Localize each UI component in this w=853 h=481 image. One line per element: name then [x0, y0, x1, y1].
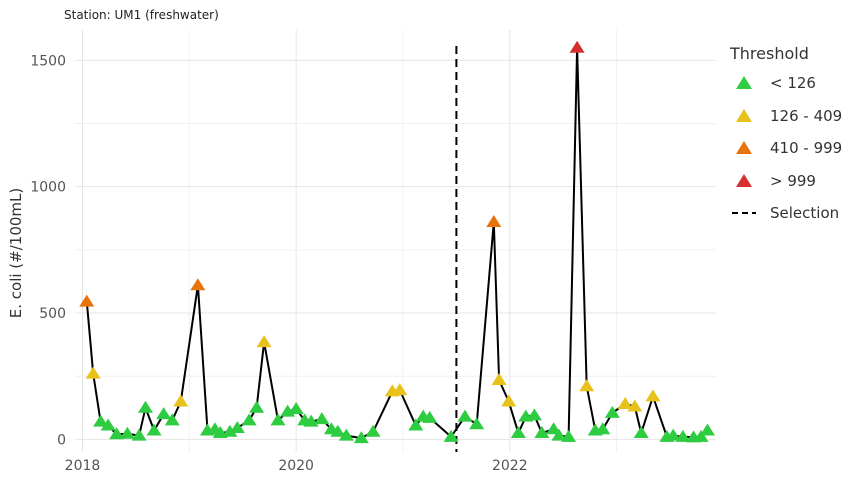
data-point-marker[interactable]: [249, 400, 265, 413]
data-point-marker[interactable]: [222, 424, 238, 437]
data-point-marker[interactable]: [164, 413, 180, 426]
data-point-marker[interactable]: [288, 402, 304, 415]
data-point-marker[interactable]: [241, 413, 257, 426]
x-tick-label: 2020: [278, 458, 314, 474]
x-tick-label: 2022: [492, 458, 528, 474]
data-point-marker[interactable]: [270, 413, 286, 426]
data-point-marker[interactable]: [457, 409, 473, 422]
grid-lines: [75, 30, 716, 452]
data-point-marker[interactable]: [579, 379, 595, 392]
legend-item: < 126: [730, 67, 850, 100]
data-point-marker[interactable]: [534, 426, 550, 439]
data-point-marker[interactable]: [551, 428, 567, 441]
dashed-line-icon: [730, 203, 758, 223]
data-point-marker[interactable]: [422, 410, 438, 423]
data-point-marker[interactable]: [338, 428, 354, 441]
y-tick-label: 0: [57, 432, 66, 448]
data-point-marker[interactable]: [131, 428, 147, 441]
data-point-marker[interactable]: [491, 372, 507, 385]
triangle-marker-icon: [730, 171, 758, 191]
triangle-marker-icon: [730, 138, 758, 158]
data-point-marker[interactable]: [93, 414, 109, 427]
chart-subtitle: Station: UM1 (freshwater): [64, 8, 219, 22]
data-point-marker[interactable]: [79, 294, 95, 307]
y-tick-label: 1000: [30, 180, 66, 196]
data-point-marker[interactable]: [617, 396, 633, 409]
data-point-marker[interactable]: [526, 408, 542, 421]
data-point-marker[interactable]: [699, 423, 715, 436]
data-point-marker[interactable]: [627, 399, 643, 412]
data-point-marker[interactable]: [229, 420, 245, 433]
data-point-marker[interactable]: [85, 366, 101, 379]
data-point-marker[interactable]: [392, 383, 408, 396]
data-point-marker[interactable]: [408, 418, 424, 431]
data-point-marker[interactable]: [365, 424, 381, 437]
data-point-marker[interactable]: [675, 429, 691, 442]
data-point-marker[interactable]: [595, 422, 611, 435]
data-point-marker[interactable]: [569, 40, 585, 53]
data-point-marker[interactable]: [173, 394, 189, 407]
data-point-marker[interactable]: [119, 426, 135, 439]
y-axis-label: E. coli (#/100mL): [7, 188, 25, 318]
data-point-marker[interactable]: [665, 428, 681, 441]
data-point-marker[interactable]: [604, 405, 620, 418]
data-point-marker[interactable]: [156, 407, 172, 420]
legend-item-label: 126 - 409: [770, 106, 843, 125]
legend: Threshold < 126 126 - 409 410 - 999 > 999 Se…: [730, 44, 850, 230]
data-point-marker[interactable]: [510, 426, 526, 439]
triangle-marker-icon: [730, 73, 758, 93]
legend-item-label: > 999: [770, 171, 816, 190]
legend-item-label: Selection: [770, 204, 840, 223]
data-point-marker[interactable]: [561, 429, 577, 442]
data-point-marker[interactable]: [109, 427, 125, 440]
legend-item: 126 - 409: [730, 100, 850, 133]
legend-item: Selection: [730, 197, 850, 230]
data-point-marker[interactable]: [353, 431, 369, 444]
legend-item-label: < 126: [770, 74, 816, 93]
data-point-marker[interactable]: [100, 418, 116, 431]
legend-item-label: 410 - 999: [770, 139, 843, 158]
x-tick-labels: 2018 2020 2022: [65, 458, 528, 474]
legend-item: > 999: [730, 165, 850, 198]
data-point-marker[interactable]: [190, 278, 206, 291]
triangle-marker-icon: [730, 106, 758, 126]
data-point-marker[interactable]: [138, 400, 154, 413]
data-point-marker[interactable]: [501, 394, 517, 407]
data-markers: [79, 40, 715, 444]
data-point-marker[interactable]: [469, 417, 485, 430]
series-line: [85, 47, 709, 440]
x-tick-label: 2018: [65, 458, 101, 474]
data-point-marker[interactable]: [486, 215, 502, 228]
data-point-marker[interactable]: [146, 423, 162, 436]
data-point-marker[interactable]: [330, 424, 346, 437]
legend-title: Threshold: [730, 44, 809, 63]
data-point-marker[interactable]: [645, 389, 661, 402]
data-point-marker[interactable]: [443, 429, 459, 442]
y-tick-label: 1500: [30, 53, 66, 69]
data-point-marker[interactable]: [314, 412, 330, 425]
data-point-marker[interactable]: [693, 429, 709, 442]
legend-item: 410 - 999: [730, 132, 850, 165]
data-point-marker[interactable]: [256, 335, 272, 348]
y-tick-labels: 0 500 1000 1500: [30, 53, 66, 448]
data-point-marker[interactable]: [633, 426, 649, 439]
y-tick-label: 500: [39, 306, 66, 322]
